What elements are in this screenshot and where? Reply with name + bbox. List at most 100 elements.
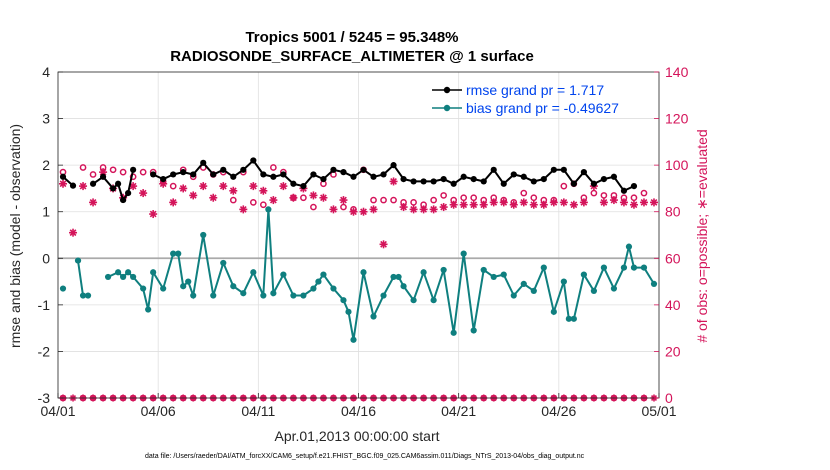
bias-point xyxy=(315,278,322,285)
x-tick-label: 04/16 xyxy=(341,403,376,419)
rmse-point xyxy=(620,187,628,194)
bias-point xyxy=(74,257,82,264)
bias-point xyxy=(550,308,557,315)
bias-point xyxy=(390,273,397,281)
bias-point xyxy=(430,297,437,304)
x-tick-label: 04/11 xyxy=(241,403,275,419)
obs-possible-point xyxy=(410,199,417,206)
legend-rmse-marker xyxy=(443,86,451,94)
obs-evaluated-point xyxy=(529,200,538,209)
bias-point xyxy=(420,269,427,276)
rmse-point xyxy=(330,166,337,173)
bias-point xyxy=(540,264,547,271)
bias-point xyxy=(230,283,237,290)
bias-point xyxy=(450,329,457,336)
obs-evaluated-point xyxy=(379,240,388,249)
bias-point xyxy=(185,278,192,285)
y-axis-right-ticks: 0 20 40 60 80 100 120 140 xyxy=(654,64,689,406)
rmse-point xyxy=(470,176,477,183)
data-file-footnote: data file: /Users/raeder/DAI/ATM_forcXX/… xyxy=(145,453,585,460)
bias-point xyxy=(650,280,658,287)
y-axis-right-label: # of obs: o=possible; ∗=evaluated xyxy=(694,129,710,342)
obs-evaluated-point xyxy=(579,198,588,207)
obs-evaluated-point xyxy=(599,198,608,207)
legend-bias-marker xyxy=(443,104,451,112)
bias-point xyxy=(380,292,387,299)
rmse-point xyxy=(600,176,608,183)
rmse-point xyxy=(380,171,387,178)
obs-possible-point xyxy=(79,164,87,171)
obs-evaluated-point xyxy=(59,179,68,188)
bias-point xyxy=(470,327,477,334)
bias-point xyxy=(560,278,567,285)
bias-point xyxy=(570,315,577,322)
rmse-point xyxy=(590,180,597,187)
rmse-point xyxy=(250,157,257,164)
y-right-tick-label: 120 xyxy=(665,111,689,127)
obs-possible-point xyxy=(270,164,277,171)
rmse-point xyxy=(500,180,507,187)
bias-point xyxy=(200,231,207,239)
bias-point xyxy=(250,269,257,276)
obs-evaluated-point xyxy=(269,196,278,205)
x-axis-label: Apr.01,2013 00:00:00 start xyxy=(274,428,439,444)
bias-point xyxy=(350,336,357,343)
series-rmse xyxy=(59,157,638,204)
obs-evaluated-point xyxy=(449,200,458,209)
chart-subtitle: RADIOSONDE_SURFACE_ALTIMETER @ 1 surface xyxy=(170,48,534,65)
bias-point xyxy=(170,250,177,257)
obs-possible-point xyxy=(430,196,437,204)
obs-evaluated-point xyxy=(499,198,508,207)
obs-possible-point xyxy=(460,194,468,202)
rmse-point xyxy=(570,180,577,187)
bias-point xyxy=(530,287,537,294)
rmse-point xyxy=(280,171,287,178)
obs-evaluated-point xyxy=(409,205,418,214)
rmse-point xyxy=(160,176,167,183)
obs-evaluated-point xyxy=(429,205,438,214)
obs-possible-point xyxy=(640,189,648,197)
rmse-point xyxy=(360,166,367,173)
obs-evaluated-point xyxy=(249,182,258,191)
rmse-point xyxy=(125,189,132,197)
y-tick-label: 4 xyxy=(42,64,50,80)
obs-evaluated-point xyxy=(639,198,648,207)
obs-evaluated-point xyxy=(549,198,558,207)
bias-point xyxy=(210,292,217,299)
obs-possible-point xyxy=(380,196,387,204)
legend: rmse grand pr = 1.717 bias grand pr = -0… xyxy=(432,82,619,116)
bias-point xyxy=(370,313,377,320)
series-bias xyxy=(59,206,658,343)
chart-title: Tropics 5001 / 5245 = 95.348% xyxy=(245,29,458,46)
obs-possible-point xyxy=(300,194,307,202)
rmse-point xyxy=(520,173,527,180)
x-tick-label: 05/01 xyxy=(641,403,676,419)
obs-evaluated-point xyxy=(139,189,148,198)
x-tick-label: 04/01 xyxy=(40,403,75,419)
bias-point xyxy=(330,285,337,292)
rmse-point xyxy=(190,171,197,178)
obs-evaluated-point xyxy=(199,182,208,191)
rmse-point xyxy=(180,169,187,176)
bias-point xyxy=(610,285,618,292)
bias-point xyxy=(630,264,638,271)
y-axis-ticks: -3 -2 -1 0 1 2 3 4 xyxy=(38,64,63,406)
rmse-point xyxy=(480,178,487,185)
obs-evaluated-point xyxy=(149,210,158,219)
obs-evaluated-point xyxy=(279,182,288,191)
rmse-point xyxy=(220,166,227,173)
rmse-point xyxy=(320,176,327,183)
y-tick-label: 0 xyxy=(42,250,50,266)
bias-point xyxy=(115,269,122,276)
obs-evaluated-point xyxy=(169,198,178,207)
bias-point xyxy=(120,273,127,281)
obs-evaluated-point xyxy=(179,184,188,193)
bias-point xyxy=(510,292,517,299)
y-right-tick-label: 100 xyxy=(665,157,689,173)
obs-possible-point xyxy=(520,189,528,197)
obs-possible-point xyxy=(440,192,447,199)
bias-point xyxy=(84,292,92,299)
y-right-tick-label: 140 xyxy=(665,64,689,80)
rmse-point xyxy=(59,173,67,180)
obs-evaluated-point xyxy=(339,196,348,205)
